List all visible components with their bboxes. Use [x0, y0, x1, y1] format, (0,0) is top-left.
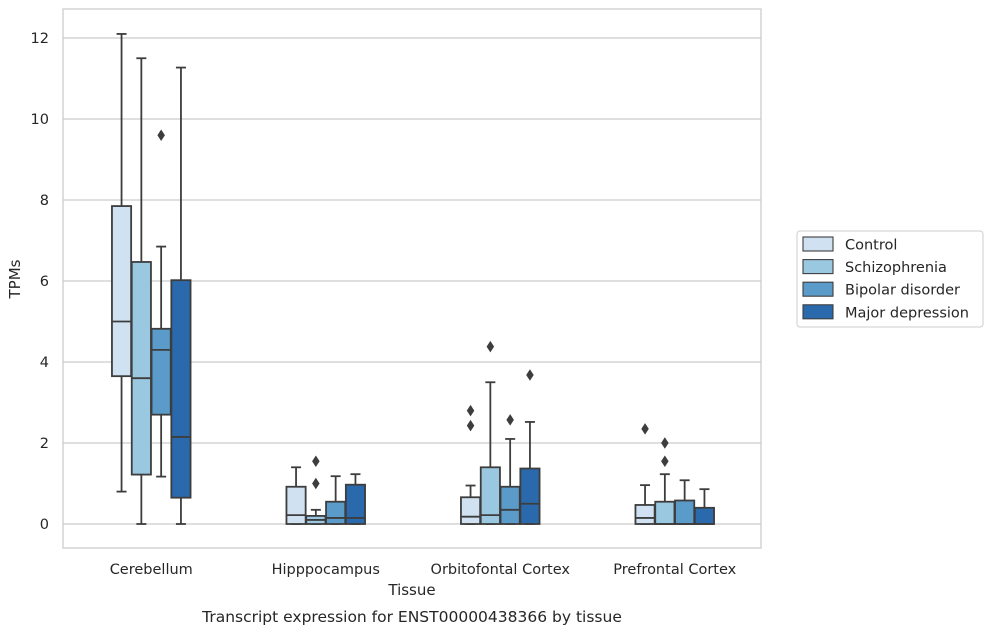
- box-2-2: [499, 414, 521, 525]
- iqr-box: [150, 327, 172, 416]
- outlier-point: [157, 129, 165, 141]
- iqr-box: [130, 261, 152, 476]
- iqr-box: [634, 504, 656, 525]
- legend-swatch: [802, 259, 834, 275]
- y-tick-label: 6: [40, 274, 49, 290]
- y-axis-label: TPMs: [6, 259, 24, 299]
- box-1-3: [344, 473, 366, 525]
- box-0-1: [130, 57, 152, 525]
- iqr-box: [460, 496, 482, 525]
- x-tick-labels: Cerebellum Hipppocampus Orbitofontal Corte…: [110, 562, 737, 578]
- y-tick-label: 2: [40, 436, 49, 452]
- x-tick-label: Cerebellum: [110, 562, 193, 578]
- chart-caption: Transcript expression for ENST0000043836…: [201, 608, 622, 626]
- plot-frame: [62, 8, 762, 549]
- iqr-box: [499, 485, 521, 525]
- legend-frame: [796, 230, 984, 328]
- legend-swatch: [802, 236, 834, 252]
- outlier-point: [312, 477, 320, 490]
- legend-label: Bipolar disorder: [845, 283, 960, 299]
- legend-swatch: [802, 281, 834, 297]
- box-3-3: [693, 488, 715, 525]
- box-0-2: [150, 129, 172, 478]
- outlier-point: [466, 419, 475, 432]
- legend-label: Schizophrenia: [845, 260, 947, 276]
- y-tick-label: 4: [40, 355, 49, 371]
- box-3-0: [634, 423, 656, 525]
- iqr-box: [674, 499, 696, 525]
- y-tick-label: 12: [31, 31, 49, 47]
- box-groups: [111, 33, 715, 525]
- legend-swatch: [802, 304, 834, 320]
- iqr-box: [654, 500, 676, 525]
- outlier-point: [641, 423, 649, 435]
- x-tick-label: Prefrontal Cortex: [613, 562, 736, 578]
- x-axis-label: Tissue: [387, 581, 435, 599]
- y-tick-label: 0: [40, 517, 49, 533]
- outlier-point: [312, 455, 320, 467]
- box-0-0: [111, 33, 133, 493]
- y-tick-label: 8: [40, 193, 49, 209]
- outlier-point: [661, 437, 669, 449]
- box-1-0: [285, 466, 307, 525]
- x-tick-label: Hipppocampus: [272, 562, 380, 578]
- legend: Control Schizophrenia Bipolar disorder Majo…: [796, 230, 984, 328]
- iqr-box: [325, 500, 347, 525]
- x-tick-label: Orbitofontal Cortex: [431, 562, 571, 578]
- box-3-1: [654, 437, 676, 525]
- iqr-box: [344, 483, 366, 525]
- iqr-box: [693, 506, 715, 525]
- legend-label: Major depression: [845, 305, 969, 321]
- outlier-point: [526, 369, 534, 381]
- legend-items: Control Schizophrenia Bipolar disorder Majo…: [802, 236, 969, 321]
- outlier-point: [466, 404, 475, 417]
- legend-label: Control: [845, 238, 897, 254]
- outlier-point: [506, 414, 514, 426]
- box-1-1: [305, 455, 327, 525]
- iqr-box: [111, 205, 133, 378]
- box-2-3: [519, 369, 541, 525]
- y-tick-labels: 0 2 4 6 8 10 12: [31, 31, 49, 533]
- iqr-box: [170, 279, 192, 499]
- box-0-3: [170, 66, 192, 525]
- outlier-point: [486, 340, 495, 353]
- outlier-point: [661, 455, 669, 467]
- iqr-box: [285, 485, 307, 525]
- iqr-box: [519, 467, 541, 525]
- y-tick-label: 10: [31, 112, 49, 128]
